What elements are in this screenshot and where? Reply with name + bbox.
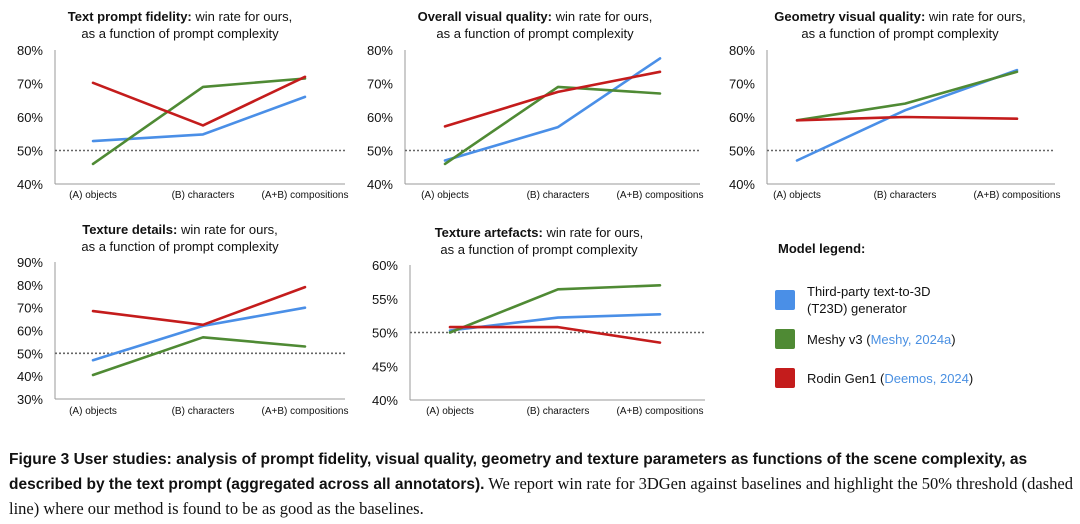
- citation-meshy[interactable]: Meshy, 2024a: [870, 331, 952, 347]
- x-tick-label: (A) objects: [773, 190, 821, 201]
- figure-caption: Figure 3 User studies: analysis of promp…: [9, 448, 1075, 522]
- x-tick-label: (B) characters: [527, 190, 590, 201]
- chart-title-overall-visual-quality: Overall visual quality: win rate for our…: [417, 9, 653, 41]
- y-tick-label: 45%: [372, 359, 398, 374]
- x-tick-label: (A+B) compositions: [974, 190, 1061, 201]
- caption-body: We report win rate for 3DGen against bas…: [9, 474, 1073, 518]
- x-tick-label: (B) characters: [527, 406, 590, 417]
- legend-label-rodin: Rodin Gen1 (Deemos, 2024): [807, 370, 974, 386]
- series-line-meshy: [795, 70, 1019, 122]
- legend-swatch-rodin: [775, 368, 795, 388]
- y-tick-label: 40%: [372, 393, 398, 408]
- caption-lead: Figure 3 User studies: analysis of promp…: [9, 451, 1028, 493]
- legend-label-third-party: Third-party text-to-3D (T23D) generator: [807, 284, 931, 316]
- y-tick-label: 60%: [367, 110, 393, 125]
- legend-swatch-meshy: [775, 329, 795, 349]
- series-line-third-party: [91, 95, 307, 143]
- series-line-rodin: [448, 325, 662, 344]
- y-tick-label: 40%: [729, 177, 755, 192]
- y-tick-label: 40%: [17, 177, 43, 192]
- y-tick-label: 60%: [17, 324, 43, 339]
- y-tick-label: 50%: [17, 144, 43, 159]
- series-line-meshy: [448, 283, 662, 334]
- y-tick-label: 55%: [372, 292, 398, 307]
- x-tick-label: (A) objects: [421, 190, 469, 201]
- chart-overall-visual-quality: 40% 50% 60% 70% 80% (A) objects (B) characters…: [367, 43, 704, 201]
- series-line-meshy: [91, 77, 307, 166]
- chart-texture-details: 30% 40% 50% 60% 70% 80% 90% (A) objects (B) char…: [17, 255, 349, 417]
- series-line-meshy: [443, 85, 662, 166]
- y-tick-label: 70%: [17, 301, 43, 316]
- y-tick-label: 80%: [729, 43, 755, 58]
- x-tick-label: (A+B) compositions: [262, 190, 349, 201]
- x-tick-label: (B) characters: [172, 190, 235, 201]
- legend-item-rodin: Rodin Gen1 (Deemos, 2024): [775, 368, 973, 388]
- y-tick-label: 30%: [17, 392, 43, 407]
- legend-swatch-third-party: [775, 290, 795, 310]
- x-tick-label: (A) objects: [426, 406, 474, 417]
- legend-label-meshy: Meshy v3 (Meshy, 2024a): [807, 331, 956, 347]
- series-line-third-party: [443, 57, 662, 162]
- x-tick-label: (A) objects: [69, 190, 117, 201]
- y-tick-label: 50%: [17, 346, 43, 361]
- y-tick-label: 70%: [729, 77, 755, 92]
- series-line-rodin: [91, 285, 307, 327]
- y-tick-label: 50%: [729, 144, 755, 159]
- chart-title-texture-artefacts: Texture artefacts: win rate for ours, as…: [434, 225, 644, 257]
- y-tick-label: 40%: [367, 177, 393, 192]
- x-tick-label: (A+B) compositions: [617, 406, 704, 417]
- x-tick-label: (B) characters: [874, 190, 937, 201]
- citation-deemos[interactable]: Deemos, 2024: [884, 370, 969, 386]
- chart-texture-artefacts: 40% 45% 50% 55% 60% (A) objects (B) characters…: [372, 258, 705, 417]
- y-tick-label: 70%: [17, 77, 43, 92]
- series-line-meshy: [91, 336, 307, 377]
- y-tick-label: 80%: [367, 43, 393, 58]
- legend-item-third-party: Third-party text-to-3D (T23D) generator: [775, 283, 931, 317]
- y-tick-label: 50%: [367, 144, 393, 159]
- y-tick-label: 60%: [729, 110, 755, 125]
- chart-title-texture-details: Texture details: win rate for ours, as a…: [81, 222, 279, 254]
- y-tick-label: 90%: [17, 255, 43, 270]
- x-tick-label: (B) characters: [172, 406, 235, 417]
- legend-title: Model legend:: [778, 241, 866, 256]
- y-tick-label: 80%: [17, 43, 43, 58]
- chart-text-prompt-fidelity: 40% 50% 60% 70% 80% (A) objects (B) characters…: [17, 43, 349, 201]
- y-tick-label: 70%: [367, 77, 393, 92]
- x-tick-label: (A+B) compositions: [262, 406, 349, 417]
- y-tick-label: 50%: [372, 326, 398, 341]
- series-line-rodin: [443, 70, 662, 128]
- y-tick-label: 60%: [372, 258, 398, 273]
- x-tick-label: (A+B) compositions: [617, 190, 704, 201]
- chart-title-geometry-visual-quality: Geometry visual quality: win rate for ou…: [774, 9, 1026, 41]
- y-tick-label: 40%: [17, 369, 43, 384]
- series-line-rodin: [91, 75, 307, 127]
- y-tick-label: 80%: [17, 278, 43, 293]
- x-tick-label: (A) objects: [69, 406, 117, 417]
- legend-item-meshy: Meshy v3 (Meshy, 2024a): [775, 329, 956, 349]
- y-tick-label: 60%: [17, 110, 43, 125]
- chart-geometry-visual-quality: 40% 50% 60% 70% 80% (A) objects (B) characters…: [729, 43, 1061, 201]
- chart-title-text-prompt-fidelity: Text prompt fidelity: win rate for ours,…: [67, 9, 293, 41]
- series-line-rodin: [795, 115, 1019, 122]
